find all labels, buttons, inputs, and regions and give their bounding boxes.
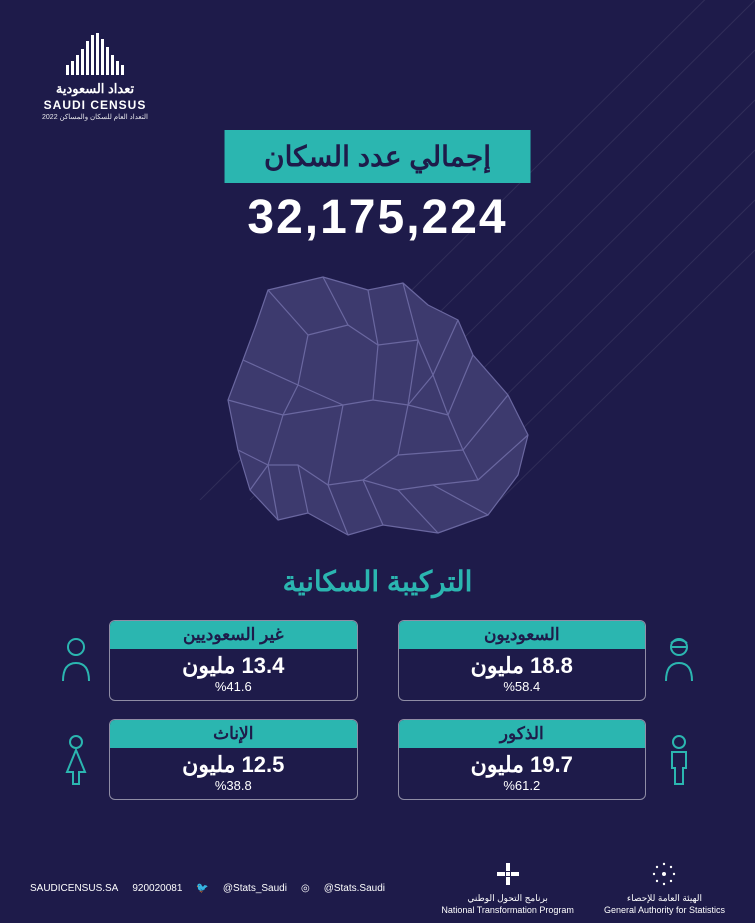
stat-nonsaudis-value: 13.4 مليون — [110, 649, 357, 679]
footer-phone: 920020081 — [132, 883, 182, 894]
stat-saudis-value: 18.8 مليون — [399, 649, 646, 679]
census-logo-bars — [30, 30, 160, 75]
footer-instagram: @Stats.Saudi — [324, 883, 385, 894]
stat-females-label: الإناث — [110, 720, 357, 748]
twitter-icon: 🐦 — [196, 883, 208, 894]
footer-contact: SAUDICENSUS.SA 920020081 🐦 @Stats_Saudi … — [30, 883, 385, 894]
gastat-logo: الهيئة العامة للإحصاء General Authority … — [604, 859, 725, 916]
instagram-icon: ◎ — [301, 883, 310, 894]
stat-saudis-percent: 58.4 — [399, 679, 646, 700]
footer-logos: الهيئة العامة للإحصاء General Authority … — [441, 859, 725, 916]
composition-title: التركيبة السكانية — [0, 565, 755, 598]
person-icon — [55, 633, 97, 689]
stat-males: الذكور 19.7 مليون 61.2 — [398, 719, 701, 800]
total-population-label: إجمالي عدد السكان — [224, 130, 531, 183]
ntp-logo: برنامج التحول الوطني National Transforma… — [441, 859, 574, 916]
stat-males-percent: 61.2 — [399, 778, 646, 799]
saudi-map — [208, 265, 548, 545]
male-icon — [658, 732, 700, 788]
census-logo-en: SAUDI CENSUS — [30, 98, 160, 114]
stat-nonsaudis-percent: 41.6 — [110, 679, 357, 700]
census-logo-ar: تعداد السعودية — [30, 81, 160, 98]
stat-nonsaudis: غير السعوديين 13.4 مليون 41.6 — [55, 620, 358, 701]
gastat-en: General Authority for Statistics — [604, 905, 725, 917]
census-logo: تعداد السعودية SAUDI CENSUS التعداد العا… — [30, 30, 160, 123]
stats-grid: السعوديون 18.8 مليون 58.4 غير السعوديين … — [0, 620, 755, 800]
footer-twitter: @Stats_Saudi — [223, 883, 287, 894]
stat-males-label: الذكور — [399, 720, 646, 748]
stat-nonsaudis-label: غير السعوديين — [110, 621, 357, 649]
stat-females-percent: 38.8 — [110, 778, 357, 799]
stat-females: الإناث 12.5 مليون 38.8 — [55, 719, 358, 800]
ntp-ar: برنامج التحول الوطني — [441, 893, 574, 905]
stat-males-value: 19.7 مليون — [399, 748, 646, 778]
footer: الهيئة العامة للإحصاء General Authority … — [0, 853, 755, 923]
footer-website: SAUDICENSUS.SA — [30, 883, 118, 894]
total-population-value: 32,175,224 — [247, 190, 507, 245]
census-logo-sub: التعداد العام للسكان والمساكن 2022 — [30, 113, 160, 122]
female-icon — [55, 732, 97, 788]
stat-saudis: السعوديون 18.8 مليون 58.4 — [398, 620, 701, 701]
stat-females-value: 12.5 مليون — [110, 748, 357, 778]
stat-saudis-label: السعوديون — [399, 621, 646, 649]
gastat-ar: الهيئة العامة للإحصاء — [604, 893, 725, 905]
ntp-en: National Transformation Program — [441, 905, 574, 917]
saudi-person-icon — [658, 633, 700, 689]
